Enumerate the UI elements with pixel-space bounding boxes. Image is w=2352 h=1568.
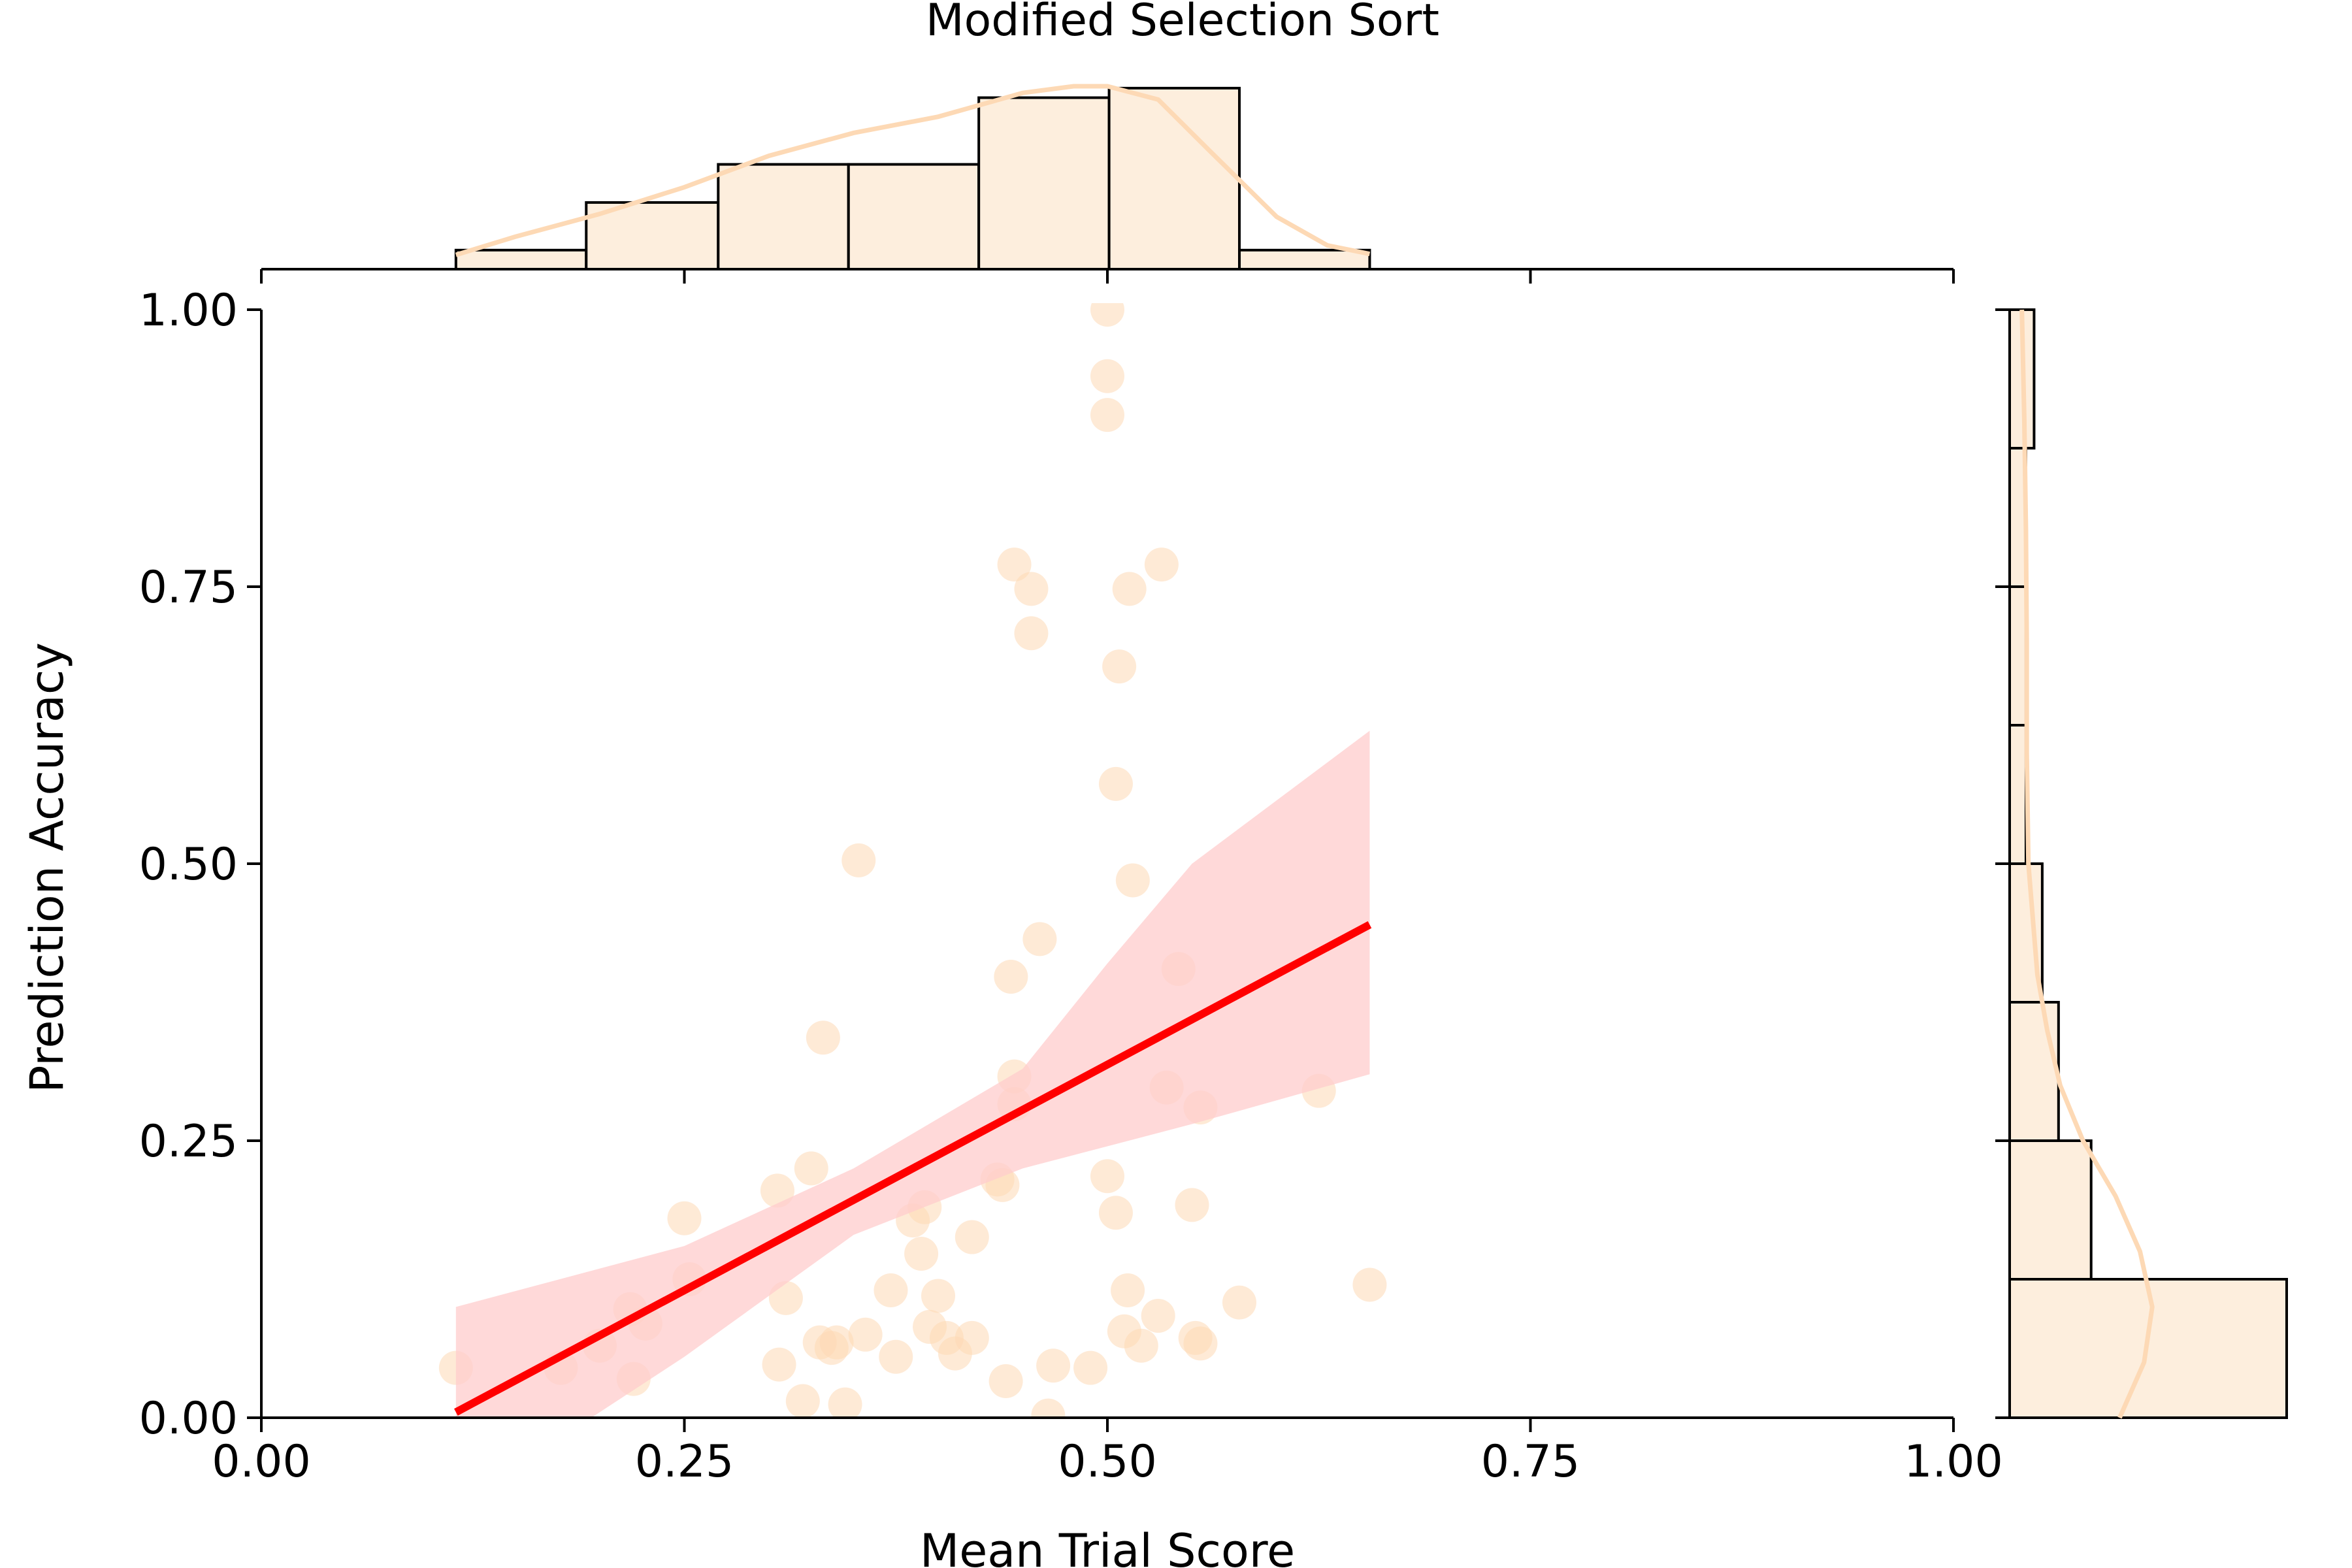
scatter-point [1022,922,1057,956]
scatter-point [1352,1267,1387,1302]
scatter-point [994,959,1028,994]
confidence-band [455,730,1370,1418]
marginal-y-histogram [1995,308,2288,1419]
y-hist-bar [2008,724,2027,865]
scatter-point [1090,398,1124,433]
scatter-point [794,1151,828,1186]
x-hist-bar [977,96,1111,270]
scatter-point [955,1220,989,1254]
scatter-point [1014,572,1049,606]
x-hist-bar [454,248,588,271]
scatter-point [1141,1298,1175,1333]
main-scatter-plot: 0.00 0.25 0.50 0.75 1.00 0.00 0.25 0.50 0.75 1.00 [139,285,2003,1488]
scatter-point [1090,359,1124,393]
scatter-point [828,1387,862,1418]
scatter-point [1098,1196,1133,1230]
y-hist-bar [2008,1139,2093,1281]
scatter-point [841,843,876,877]
scatter-point [1115,863,1150,898]
y-tick-label: 0.00 [139,1393,238,1445]
y-tick-label: 0.50 [139,839,238,890]
marginal-x-histogram [260,84,1955,284]
x-tick-label: 0.75 [1481,1436,1580,1488]
scatter-point [874,1273,908,1307]
scatter-point [1175,1188,1209,1222]
scatter-point [1014,616,1049,651]
chart-title: Modified Selection Sort [926,0,1439,46]
y-axis-label: Prediction Accuracy [20,642,74,1093]
scatter-point [760,1173,794,1208]
x-axis-label: Mean Trial Score [920,1524,1295,1568]
x-hist-bar [717,163,850,270]
scatter-point [848,1317,883,1352]
scatter-point [1111,1273,1145,1307]
scatter-point [762,1347,796,1382]
x-tick-label: 0.00 [212,1436,310,1488]
scatter-point [997,547,1032,582]
scatter-point [819,1325,854,1360]
y-hist-bar [2008,585,2027,727]
x-hist-bar [1238,248,1371,271]
scatter-point [1144,547,1179,582]
scatter-point [1036,1348,1071,1383]
x-tick-label: 0.25 [635,1436,734,1488]
y-kde-curve [2019,309,2155,1419]
scatter-point [955,1320,989,1355]
scatter-point [1112,572,1147,606]
scatter-point [904,1236,939,1271]
scatter-point [1090,303,1124,327]
y-hist-bar [2008,1001,2060,1142]
y-tick-label: 1.00 [139,285,238,336]
regression-line [454,921,1372,1416]
scatter-point [1222,1285,1257,1320]
scatter-point [921,1279,955,1313]
scatter-point [1090,1159,1124,1194]
scatter-point [785,1384,820,1418]
scatter-point [1073,1350,1108,1385]
scatter-point [1124,1328,1158,1363]
scatter-point [667,1201,702,1235]
scatter-point [1183,1326,1218,1361]
x-tick-label: 1.00 [1904,1436,2002,1488]
x-kde-curve [455,84,1371,257]
y-tick-label: 0.75 [139,562,238,613]
scatter-point [1102,649,1137,684]
scatter-point [988,1364,1023,1399]
scatter-point [1098,766,1133,801]
x-hist-bar [847,163,981,270]
x-tick-label: 0.50 [1058,1436,1156,1488]
scatter-point [879,1339,913,1374]
y-tick-label: 0.25 [139,1116,238,1168]
scatter-point [806,1021,840,1055]
scatter-point [1031,1398,1066,1418]
